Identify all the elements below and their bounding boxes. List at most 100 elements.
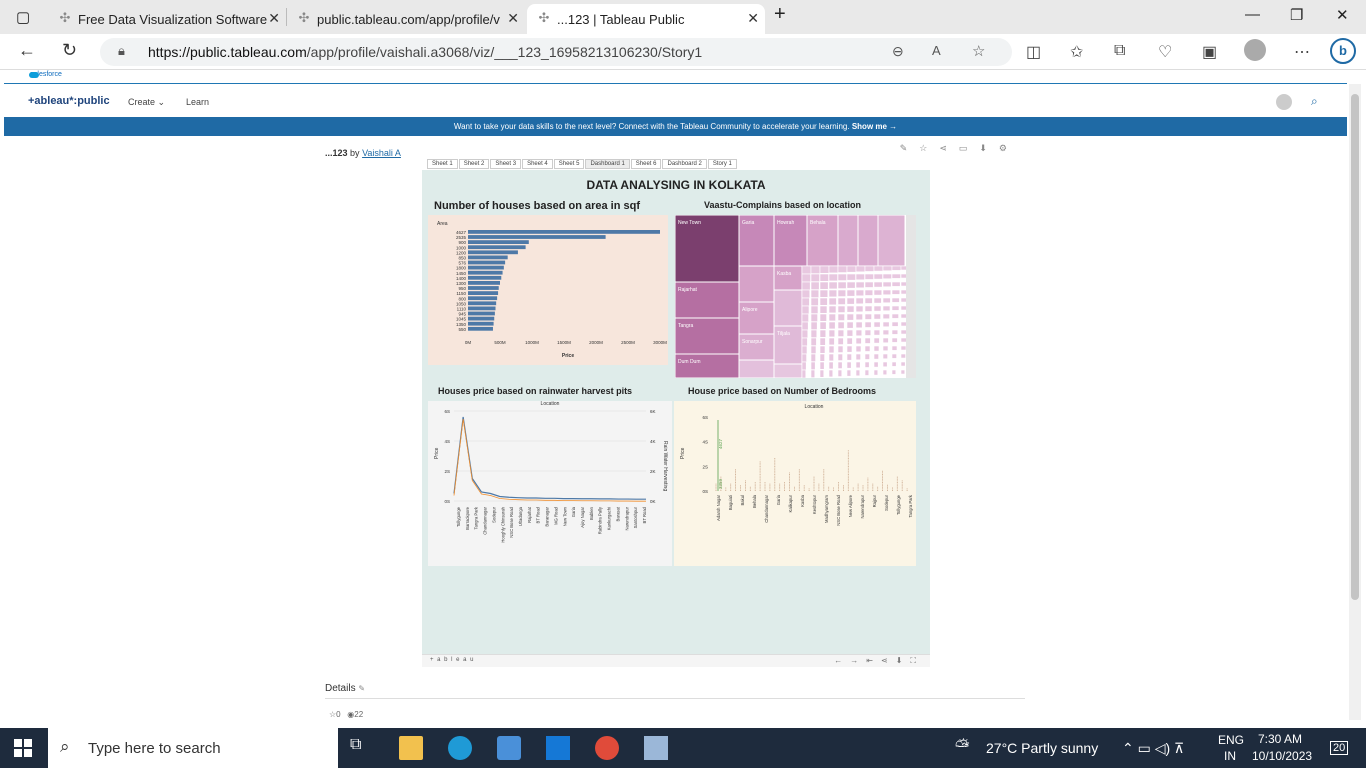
minimize-icon[interactable]: —	[1245, 6, 1260, 23]
zoom-icon[interactable]: ⊖	[892, 43, 904, 59]
window-close-icon[interactable]: ✕	[1336, 7, 1349, 24]
bar	[468, 316, 495, 321]
url-field[interactable]: 🔒︎ https://public.tableau.com/app/profil…	[100, 38, 1012, 66]
language-in[interactable]: IN	[1224, 749, 1236, 763]
search-icon[interactable]: ⌕	[1311, 94, 1318, 108]
sheet-tab[interactable]: Dashboard 1	[585, 159, 630, 169]
read-aloud-icon[interactable]: A	[932, 43, 941, 58]
sheet-tab[interactable]: Sheet 1	[427, 159, 458, 169]
x-tick-label: Tangra Park	[474, 506, 479, 529]
scatter-chart[interactable]: Location Price 6S 4S 2S 0S 4627 3359 Adarsh Naga…	[674, 401, 916, 566]
fullscreen-icon[interactable]: ⛶	[910, 656, 924, 665]
favorite-star-icon[interactable]: ☆	[972, 43, 986, 60]
mail-icon[interactable]	[546, 736, 570, 760]
chrome-icon[interactable]	[595, 736, 619, 760]
share-icon[interactable]: ⋖	[939, 143, 959, 153]
weather-icon[interactable]: ⛅︎	[955, 736, 970, 756]
line-chart[interactable]: Location Price Rain Water Harvesting 6S 4S 2S…	[428, 401, 672, 566]
new-tab-icon[interactable]: +	[774, 3, 786, 25]
back-icon[interactable]: ←	[18, 40, 36, 60]
refresh-icon[interactable]: ↻	[62, 40, 78, 60]
x-tick-label: Behala	[752, 494, 757, 508]
salesforce-logo[interactable]: salesforce	[30, 71, 62, 78]
treemap-cell	[837, 273, 847, 281]
close-icon[interactable]: ✕	[747, 10, 759, 26]
taskbar-search[interactable]: ⌕ Type here to search	[48, 728, 338, 768]
details-section[interactable]: Details ✎	[325, 683, 1025, 699]
language-eng[interactable]: ENG	[1218, 733, 1245, 747]
clock-time[interactable]: 7:30 AM	[1258, 732, 1303, 746]
treemap-cell	[873, 321, 881, 328]
undo-icon[interactable]: ←	[834, 656, 851, 665]
comment-icon[interactable]: ▭	[958, 143, 980, 153]
edit-pencil-icon[interactable]: ✎	[358, 684, 366, 693]
clock-date[interactable]: 10/10/2023	[1252, 749, 1313, 763]
favorites-icon[interactable]: ✩	[1070, 44, 1084, 61]
restore-icon[interactable]: ❐	[1290, 7, 1304, 24]
scroll-thumb[interactable]	[1351, 94, 1359, 600]
x-tick-label: New Town	[562, 506, 567, 526]
sheet-tab[interactable]: Dashboard 2	[662, 159, 707, 169]
edge-icon[interactable]	[448, 736, 472, 760]
tableau-footer-logo[interactable]: + a b l e a u	[430, 657, 475, 663]
treemap-cell	[855, 345, 862, 353]
treemap-cell	[855, 337, 862, 345]
treemap-chart[interactable]: New Town Rajarhat Tangra Dum Dum Garia Howrah…	[675, 215, 916, 378]
more-menu-icon[interactable]: ⋯	[1294, 44, 1310, 61]
browser-essentials-icon[interactable]: ♡	[1158, 44, 1173, 61]
sheet-tab[interactable]: Sheet 3	[490, 159, 522, 169]
settings-gear-icon[interactable]: ⚙	[998, 143, 1019, 153]
download-icon[interactable]: ⬇	[979, 143, 999, 153]
sheet-tab[interactable]: Story 1	[707, 159, 737, 169]
tab-title: Free Data Visualization Software	[78, 11, 268, 27]
notification-badge[interactable]: 20	[1330, 741, 1349, 755]
file-explorer-icon[interactable]	[399, 736, 423, 760]
collections-icon[interactable]: ⧉	[1114, 42, 1126, 59]
profile-avatar[interactable]	[1244, 39, 1266, 61]
task-view-icon[interactable]: ⧉	[350, 736, 362, 753]
tab-1[interactable]: ✣ public.tableau.com/app/profile/v ✕	[287, 4, 525, 34]
bing-copilot-icon[interactable]: b	[1330, 38, 1356, 64]
nav-create[interactable]: Create ⌄	[128, 97, 166, 107]
treemap-cell	[855, 305, 864, 313]
user-avatar[interactable]	[1276, 94, 1292, 110]
split-screen-icon[interactable]: ◫	[1026, 44, 1042, 61]
edit-icon[interactable]: ✎	[899, 143, 920, 153]
treemap-cell	[801, 289, 811, 299]
sheet-tab[interactable]: Sheet 6	[630, 159, 662, 169]
tray-icons[interactable]: ⌃ ▭ ◁) ⊼	[1122, 740, 1185, 756]
dashboard-title: DATA ANALYSING IN KOLKATA	[586, 178, 766, 192]
treemap-cell	[891, 273, 901, 279]
tab-2[interactable]: ✣ ...123 | Tableau Public ✕	[527, 4, 765, 34]
close-icon[interactable]: ✕	[507, 10, 519, 26]
treemap-cell	[675, 215, 740, 283]
wallet-icon[interactable]: ▣	[1202, 44, 1218, 61]
nav-learn[interactable]: Learn	[186, 97, 210, 107]
author-link[interactable]: Vaishali A	[362, 148, 401, 158]
sheet-tab[interactable]: Sheet 5	[553, 159, 585, 169]
windows-start-icon[interactable]	[14, 739, 32, 757]
eye-icon: ◉	[347, 710, 355, 719]
banner-link[interactable]: Show me →	[851, 122, 898, 131]
share-icon[interactable]: ⋖	[880, 656, 896, 665]
weather-text[interactable]: 27°C Partly sunny	[986, 740, 1099, 756]
bar-chart[interactable]: Area 462725359001000120085057618001450140…	[428, 215, 668, 365]
y-tick-label: 4S	[702, 440, 708, 445]
star-icon[interactable]: ☆	[329, 710, 337, 719]
tab-actions-icon[interactable]: ▢	[16, 9, 31, 26]
close-icon[interactable]: ✕	[268, 10, 280, 26]
tab-0[interactable]: ✣ Free Data Visualization Software ✕	[48, 4, 286, 34]
favorite-icon[interactable]: ☆	[919, 143, 940, 153]
sheet-tab[interactable]: Sheet 2	[458, 159, 490, 169]
tableau-favicon-icon: ✣	[298, 10, 310, 25]
store-icon[interactable]	[497, 736, 521, 760]
tableau-public-logo[interactable]: +ableau*:public	[28, 95, 110, 107]
treemap-label: Kasba	[777, 271, 791, 277]
treemap-cell	[819, 369, 825, 378]
revert-icon[interactable]: ⇤	[866, 656, 881, 665]
page-scrollbar[interactable]	[1349, 84, 1361, 720]
redo-icon[interactable]: →	[850, 656, 867, 665]
tableau-app-icon[interactable]	[644, 736, 668, 760]
download-icon[interactable]: ⬇	[895, 656, 911, 665]
sheet-tab[interactable]: Sheet 4	[522, 159, 553, 169]
